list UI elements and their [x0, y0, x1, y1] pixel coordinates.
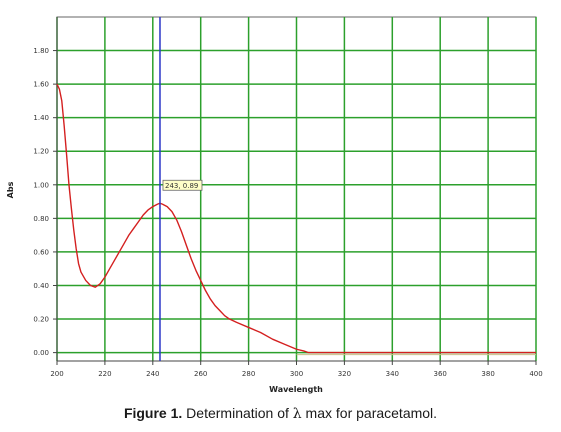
- x-tick-label: 220: [98, 370, 111, 378]
- y-tick-label: 0.80: [33, 215, 49, 223]
- axes: 200 220 240 260 280 300 320 340 360 380 400 0.00 0.2…: [33, 17, 543, 378]
- annotation-label: 243, 0.89: [165, 182, 198, 190]
- x-tick-label: 200: [50, 370, 63, 378]
- y-tick-label: 0.40: [33, 282, 49, 290]
- x-tick-label: 240: [146, 370, 159, 378]
- caption-text-after: max for paracetamol.: [301, 405, 438, 421]
- figure-label: Figure 1.: [123, 405, 183, 421]
- x-tick-label: 300: [290, 370, 303, 378]
- y-tick-label: 0.20: [33, 316, 49, 324]
- y-tick-label: 0.60: [33, 248, 49, 256]
- y-tick-label: 1.00: [33, 181, 49, 189]
- series-layer: 243, 0.89: [56, 17, 536, 361]
- y-tick-label: 1.60: [33, 81, 49, 89]
- y-tick-label: 1.40: [33, 114, 49, 122]
- x-tick-label: 340: [386, 370, 399, 378]
- y-tick-label: 1.20: [33, 148, 49, 156]
- x-tick-label: 380: [481, 370, 494, 378]
- lambda-symbol: λ: [292, 406, 302, 422]
- x-tick-label: 280: [242, 370, 255, 378]
- absorbance-line: [56, 83, 536, 354]
- annotation-box: [162, 179, 203, 191]
- x-tick-label: 360: [434, 370, 447, 378]
- figure-caption: Figure 1. Determination of λ max for par…: [0, 405, 561, 422]
- x-tick-label: 320: [338, 370, 351, 378]
- x-axis-label: Wavelength: [269, 385, 323, 394]
- x-tick-label: 260: [194, 370, 207, 378]
- caption-text-before: Determination of: [182, 405, 293, 421]
- x-tick-label: 400: [529, 370, 542, 378]
- y-tick-label: 0.00: [33, 349, 49, 357]
- y-axis-label: Abs: [6, 181, 15, 198]
- chart: 200 220 240 260 280 300 320 340 360 380 400 0.00 0.2…: [6, 16, 543, 394]
- annotation: 243, 0.89: [162, 179, 203, 191]
- y-tick-label: 1.80: [33, 47, 49, 55]
